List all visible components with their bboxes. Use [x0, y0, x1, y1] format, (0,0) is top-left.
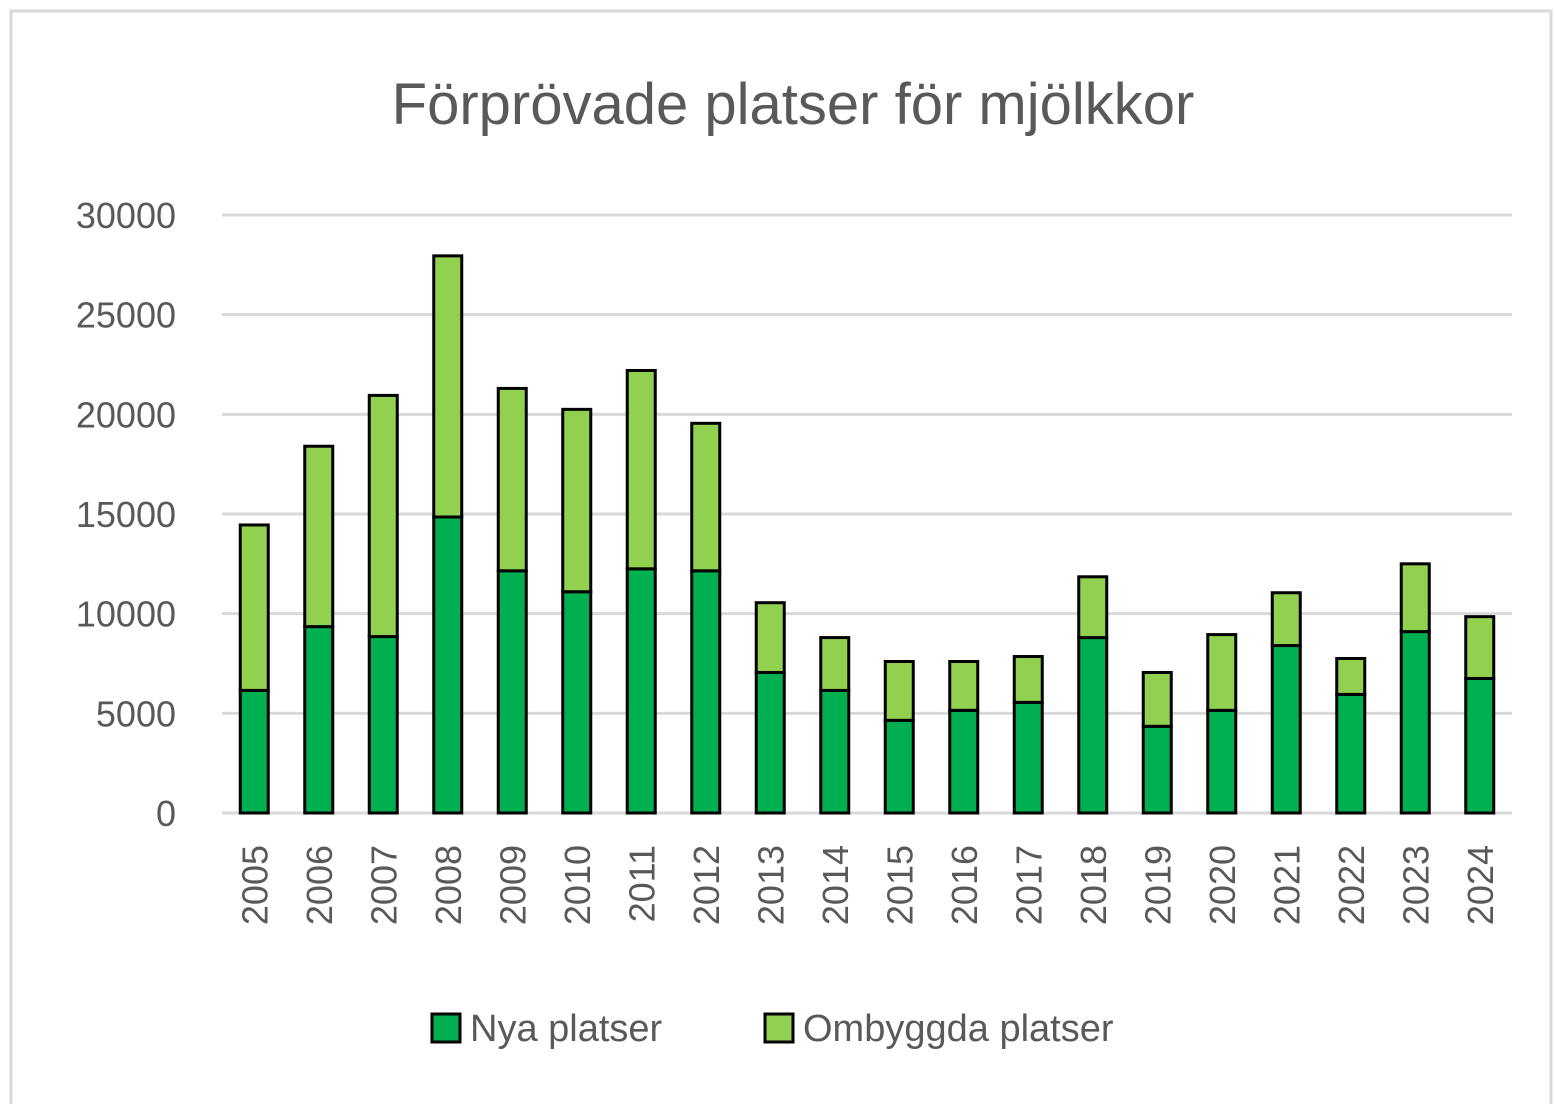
- x-tick-label: 2013: [750, 845, 791, 925]
- bar-segment: [754, 670, 786, 815]
- x-tick-label: 2016: [944, 845, 985, 925]
- bar-segment: [1077, 636, 1109, 815]
- bar-segment: [496, 386, 528, 573]
- y-tick-label: 30000: [76, 195, 176, 236]
- bar-segment: [367, 393, 399, 639]
- bar-segment: [625, 368, 657, 571]
- bar-segment: [1270, 644, 1302, 815]
- y-tick-label: 20000: [76, 394, 176, 435]
- bar-segment: [496, 569, 528, 815]
- bar-segment: [238, 523, 270, 692]
- legend-label: Nya platser: [470, 1008, 663, 1050]
- x-tick-label: 2024: [1460, 845, 1501, 925]
- bar-segment: [1464, 615, 1496, 680]
- bar-segment: [1141, 670, 1173, 728]
- bar-segment: [690, 569, 722, 815]
- bar-segment: [1399, 630, 1431, 815]
- x-tick-label: 2005: [234, 845, 275, 925]
- bar-segment: [561, 407, 593, 594]
- x-tick-label: 2012: [686, 845, 727, 925]
- bar-segment: [1077, 575, 1109, 640]
- x-tick-label: 2021: [1266, 845, 1307, 925]
- x-tick-label: 2015: [879, 845, 920, 925]
- x-tick-label: 2011: [621, 845, 662, 922]
- x-tick-label: 2008: [428, 845, 469, 925]
- bar-segment: [561, 590, 593, 815]
- bar-segment: [1335, 692, 1367, 815]
- bar-segment: [303, 625, 335, 815]
- bar-segment: [432, 254, 464, 519]
- legend-label: Ombyggda platser: [803, 1008, 1114, 1050]
- y-tick-label: 10000: [76, 594, 176, 635]
- x-tick-label: 2006: [299, 845, 340, 925]
- bar-segment: [883, 660, 915, 722]
- x-tick-label: 2019: [1137, 845, 1178, 925]
- legend-swatch: [763, 1012, 795, 1044]
- x-tick-label: 2010: [557, 845, 598, 925]
- bar-segment: [1464, 676, 1496, 815]
- x-tick-label: 2009: [492, 845, 533, 925]
- bar-segment: [625, 567, 657, 815]
- y-tick-label: 0: [156, 793, 176, 834]
- x-tick-label: 2023: [1395, 845, 1436, 925]
- bar-segment: [1335, 657, 1367, 696]
- bar-segment: [432, 515, 464, 815]
- bar-segment: [948, 708, 980, 815]
- bar-segment: [367, 635, 399, 815]
- bar-segment: [1206, 633, 1238, 712]
- x-tick-label: 2017: [1008, 845, 1049, 925]
- x-tick-label: 2007: [363, 845, 404, 925]
- bar-segment: [948, 660, 980, 712]
- bar-segment: [303, 444, 335, 629]
- y-tick-label: 25000: [76, 295, 176, 336]
- bar-segment: [883, 718, 915, 815]
- x-tick-label: 2022: [1331, 845, 1372, 925]
- legend-swatch: [430, 1012, 462, 1044]
- bar-segment: [1012, 700, 1044, 815]
- bar-segment: [819, 688, 851, 815]
- bar-segment: [1399, 562, 1431, 634]
- bar-segment: [1270, 591, 1302, 648]
- x-tick-label: 2020: [1202, 845, 1243, 925]
- bar-segment: [1012, 655, 1044, 704]
- y-tick-label: 5000: [96, 693, 176, 734]
- bar-segment: [1206, 708, 1238, 815]
- x-tick-label: 2018: [1073, 845, 1114, 925]
- bar-segment: [238, 688, 270, 815]
- y-tick-label: 15000: [76, 494, 176, 535]
- x-tick-label: 2014: [815, 845, 856, 925]
- bar-segment: [1141, 724, 1173, 815]
- bar-segment: [754, 601, 786, 674]
- chart-title: Förprövade platser för mjölkkor: [392, 72, 1195, 137]
- bar-segment: [819, 636, 851, 692]
- bar-segment: [690, 421, 722, 573]
